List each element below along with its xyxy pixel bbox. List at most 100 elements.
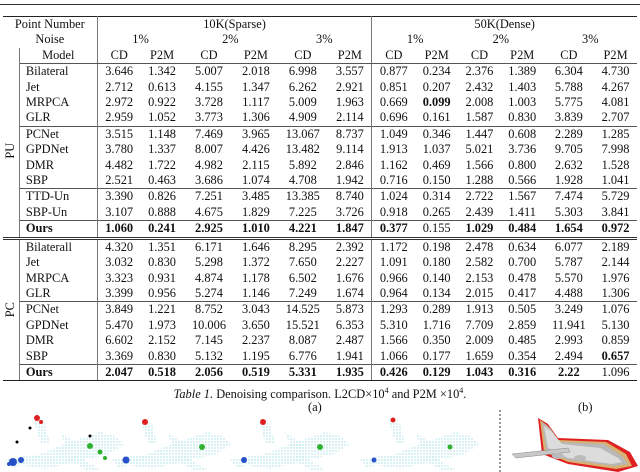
cell-value: 13.482 bbox=[285, 142, 320, 157]
cell-value: 2.494 bbox=[554, 348, 583, 363]
cell-value: 0.657 bbox=[601, 348, 630, 363]
cell-value: 1.178 bbox=[241, 270, 270, 285]
group-spacer bbox=[3, 47, 20, 64]
model-name: PCNet bbox=[19, 125, 98, 143]
cell-value: 2.152 bbox=[148, 333, 176, 348]
cell-value: 5.331 bbox=[277, 363, 329, 382]
cell-value: 0.463 bbox=[148, 173, 176, 188]
cell-value: 7.251 bbox=[183, 188, 235, 205]
table-row: DMR 6.602 2.152 7.145 2.237 8.087 2.487 1.566 0.… bbox=[3, 333, 637, 349]
model-name: SBP bbox=[19, 173, 98, 189]
cell-value: 1.074 bbox=[241, 173, 270, 188]
cell-value: 0.700 bbox=[508, 255, 537, 270]
cell-value: 0.566 bbox=[508, 173, 537, 188]
table-row: PCNet 3.849 1.221 8.752 3.043 14.525 5.873 1.29… bbox=[3, 301, 637, 318]
cell-value: 4.708 bbox=[288, 173, 317, 188]
metric-header: CD bbox=[543, 47, 595, 65]
cell-value: 0.877 bbox=[379, 64, 408, 79]
cell-value: 0.207 bbox=[422, 79, 451, 94]
cell-value: 2.712 bbox=[105, 79, 134, 94]
section-label-pu: PU bbox=[3, 63, 20, 240]
cell-value: 8.752 bbox=[183, 301, 235, 318]
cell-value: 5.788 bbox=[554, 79, 583, 94]
cell-value: 3.323 bbox=[105, 270, 134, 285]
cell-value: 10.006 bbox=[191, 317, 227, 332]
table-row: SBP 2.521 0.463 3.686 1.074 4.708 1.942 0.716 0.… bbox=[3, 173, 637, 189]
cell-value: 0.964 bbox=[379, 285, 408, 300]
cell-value: 5.007 bbox=[195, 64, 223, 79]
cell-value: 2.632 bbox=[554, 157, 583, 172]
cell-value: 0.851 bbox=[379, 79, 408, 94]
cell-value: 6.077 bbox=[554, 239, 583, 254]
cell-value: 1.003 bbox=[508, 95, 537, 110]
model-name: GPDNet bbox=[19, 317, 98, 334]
model-name: Ours bbox=[19, 363, 98, 382]
cell-value: 0.519 bbox=[234, 363, 278, 382]
cell-value: 3.390 bbox=[97, 188, 141, 205]
cell-value: 3.773 bbox=[195, 110, 223, 125]
cell-value: 1.010 bbox=[234, 220, 278, 240]
noise-level-header: 1% bbox=[132, 32, 149, 47]
cell-value: 4.221 bbox=[277, 220, 329, 240]
cell-value: 0.478 bbox=[508, 270, 537, 285]
cell-value: 4.730 bbox=[601, 64, 630, 79]
cell-value: 6.502 bbox=[288, 270, 317, 285]
cell-value: 9.114 bbox=[328, 142, 373, 158]
cell-value: 3.839 bbox=[554, 110, 583, 125]
model-name: GLR bbox=[19, 285, 98, 302]
cell-value: 1.041 bbox=[601, 173, 630, 188]
cell-value: 0.289 bbox=[415, 301, 459, 318]
cell-value: 1.037 bbox=[422, 142, 451, 157]
caption-end: . bbox=[463, 387, 467, 402]
cell-value: 1.148 bbox=[140, 125, 184, 143]
cell-value: 1.913 bbox=[458, 301, 501, 318]
cell-value: 1.976 bbox=[601, 270, 630, 285]
cell-value: 0.346 bbox=[415, 125, 459, 143]
cell-value: 4.982 bbox=[195, 157, 223, 172]
cell-value: 11.941 bbox=[552, 317, 586, 332]
cell-value: 1.221 bbox=[140, 301, 184, 318]
cell-value: 3.849 bbox=[97, 301, 141, 318]
cell-value: 5.787 bbox=[554, 255, 583, 270]
table-row: DMR 4.482 1.722 4.982 2.115 5.892 2.846 1.162 0.… bbox=[3, 157, 637, 174]
cell-value: 14.525 bbox=[277, 301, 329, 318]
cell-value: 8.737 bbox=[328, 125, 373, 143]
cell-value: 1.676 bbox=[328, 270, 373, 286]
cell-value: 1.847 bbox=[328, 220, 373, 240]
metric-header: P2M bbox=[594, 47, 637, 65]
cell-value: 0.888 bbox=[148, 204, 176, 219]
cell-value: 7.650 bbox=[288, 255, 317, 270]
airplane-surface-render bbox=[511, 418, 638, 472]
cell-value: 7.225 bbox=[288, 204, 317, 219]
cell-value: 0.099 bbox=[422, 95, 451, 110]
cell-value: 3.965 bbox=[234, 125, 278, 143]
cell-value: 7.249 bbox=[288, 285, 317, 300]
cell-value: 2.008 bbox=[465, 95, 494, 110]
cell-value: 1.052 bbox=[148, 110, 176, 125]
cell-value: 3.736 bbox=[508, 142, 537, 157]
cell-value: 1.403 bbox=[508, 79, 537, 94]
cell-value: 0.922 bbox=[148, 95, 176, 110]
metric-header: CD bbox=[277, 47, 329, 65]
cell-value: 1.337 bbox=[148, 142, 176, 157]
figure-label-a: (a) bbox=[308, 400, 322, 414]
cell-value: 9.705 bbox=[554, 142, 583, 157]
model-name: SBP-Un bbox=[19, 204, 98, 221]
cell-value: 1.342 bbox=[148, 64, 176, 79]
model-name: Ours bbox=[19, 220, 98, 240]
cell-value: 7.709 bbox=[465, 317, 494, 332]
cell-value: 1.024 bbox=[371, 188, 416, 205]
cell-value: 0.634 bbox=[508, 239, 537, 254]
cell-value: 0.314 bbox=[415, 188, 459, 205]
caption-exp: 4 bbox=[459, 386, 464, 395]
noise-level-header: 2% bbox=[222, 32, 239, 47]
cell-value: 0.350 bbox=[422, 333, 451, 348]
cell-value: 0.377 bbox=[371, 220, 416, 240]
cell-value: 1.066 bbox=[379, 348, 408, 363]
model-name: DMR bbox=[19, 157, 98, 174]
table-row: Ours 1.060 0.241 2.925 1.010 4.221 1.847 0.377 0… bbox=[3, 220, 637, 240]
group-header: 50K(Dense) bbox=[371, 16, 637, 33]
cell-value: 3.686 bbox=[195, 173, 223, 188]
cell-value: 0.140 bbox=[422, 270, 451, 285]
cell-value: 3.780 bbox=[105, 142, 134, 157]
